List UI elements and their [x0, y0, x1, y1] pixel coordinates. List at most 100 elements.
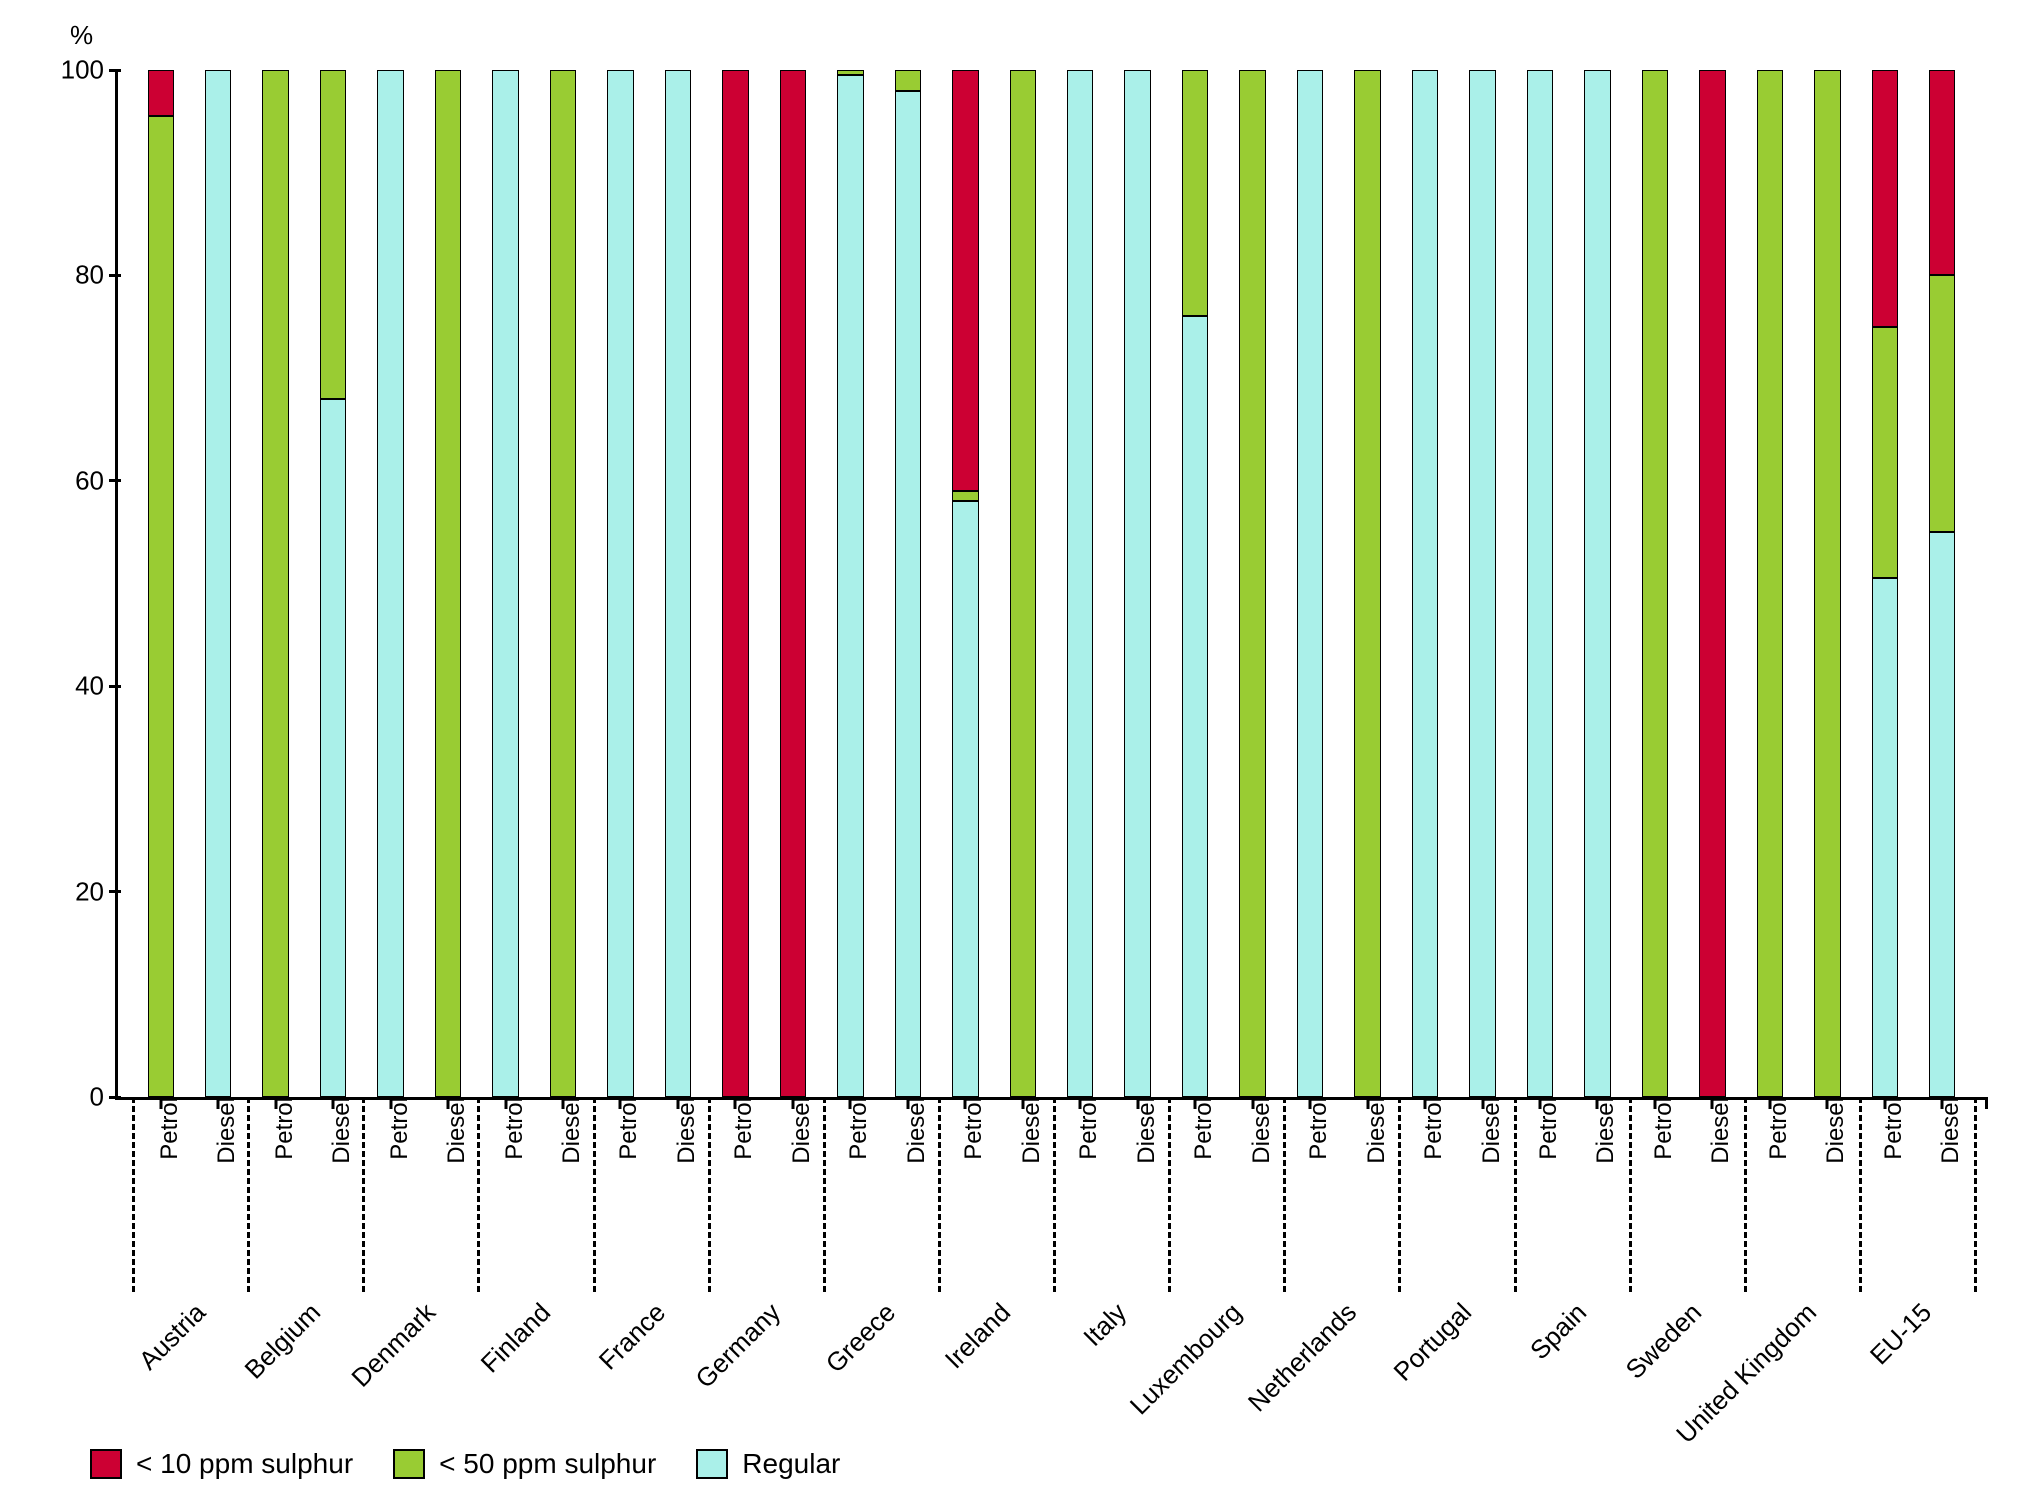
- group-divider: [1744, 1097, 1747, 1292]
- y-tick: 100: [61, 55, 118, 86]
- bar-segment-regular: [665, 70, 691, 1097]
- legend-swatch: [90, 1449, 122, 1479]
- country-label: Spain: [1524, 1297, 1593, 1366]
- y-tick: 60: [75, 465, 118, 496]
- bar-diesel: [665, 70, 691, 1097]
- legend-swatch: [696, 1449, 728, 1479]
- fuel-label: Diesel: [1000, 1097, 1046, 1164]
- y-tick: 0: [90, 1082, 118, 1113]
- bar-slot: Petrol: [1511, 70, 1568, 1097]
- bar-segment-regular: [837, 75, 863, 1097]
- bar-diesel: [1929, 70, 1955, 1097]
- bar-segment-regular: [1412, 70, 1438, 1097]
- bar-segment-lt50: [1239, 70, 1265, 1097]
- group-divider: [1514, 1097, 1517, 1292]
- y-tick: 80: [75, 260, 118, 291]
- bar-slot: Petrol: [1396, 70, 1453, 1097]
- group-divider: [1629, 1097, 1632, 1292]
- fuel-label: Petrol: [1862, 1097, 1908, 1160]
- bar-segment-regular: [1527, 70, 1553, 1097]
- bar-segment-regular: [1124, 70, 1150, 1097]
- bar-segment-regular: [952, 501, 978, 1097]
- country-label: Austria: [132, 1297, 211, 1376]
- fuel-label: Diesel: [1919, 1097, 1965, 1164]
- fuel-label: Petrol: [483, 1097, 529, 1160]
- group-divider: [1283, 1097, 1286, 1292]
- bar-slot: Diesel: [1914, 70, 1971, 1097]
- group-divider: [823, 1097, 826, 1292]
- country-label: EU-15: [1864, 1297, 1938, 1371]
- bar-segment-lt10: [1929, 70, 1955, 275]
- country-label: Greece: [820, 1297, 902, 1379]
- bar-segment-lt50: [952, 491, 978, 501]
- legend-item: < 50 ppm sulphur: [393, 1448, 656, 1480]
- fuel-label: Diesel: [1460, 1097, 1506, 1164]
- bar-petrol: [262, 70, 288, 1097]
- group-divider: [477, 1097, 480, 1292]
- country-label: Denmark: [345, 1297, 442, 1394]
- bar-segment-lt50: [550, 70, 576, 1097]
- bar-segment-regular: [1297, 70, 1323, 1097]
- bar-petrol: [1067, 70, 1093, 1097]
- fuel-label: Petrol: [712, 1097, 758, 1160]
- bar-segment-lt50: [1872, 327, 1898, 579]
- fuel-label: Petrol: [1287, 1097, 1333, 1160]
- bar-segment-regular: [1872, 578, 1898, 1097]
- country-label: France: [593, 1297, 672, 1376]
- bar-slot: Diesel: [1224, 70, 1281, 1097]
- fuel-label: Diesel: [1574, 1097, 1620, 1164]
- bar-petrol: [377, 70, 403, 1097]
- bar-diesel: [1814, 70, 1840, 1097]
- fuel-label: Diesel: [425, 1097, 471, 1164]
- bar-diesel: [1354, 70, 1380, 1097]
- bar-segment-lt50: [1757, 70, 1783, 1097]
- bar-diesel: [550, 70, 576, 1097]
- bar-segment-lt50: [1182, 70, 1208, 316]
- bar-diesel: [780, 70, 806, 1097]
- group-divider: [362, 1097, 365, 1292]
- fuel-label: Diesel: [310, 1097, 356, 1164]
- bar-slot: Petrol: [477, 70, 534, 1097]
- y-tick: 40: [75, 671, 118, 702]
- country-label: Portugal: [1387, 1297, 1477, 1387]
- fuel-label: Petrol: [597, 1097, 643, 1160]
- bar-segment-regular: [1584, 70, 1610, 1097]
- group-divider: [1974, 1097, 1977, 1292]
- legend-item: < 10 ppm sulphur: [90, 1448, 353, 1480]
- country-label: Finland: [475, 1297, 557, 1379]
- group-divider: [593, 1097, 596, 1292]
- country-label: Netherlands: [1242, 1297, 1363, 1418]
- bar-segment-regular: [205, 70, 231, 1097]
- bar-segment-lt50: [148, 116, 174, 1097]
- bar-slot: Petrol: [707, 70, 764, 1097]
- bar-petrol: [1872, 70, 1898, 1097]
- bar-petrol: [722, 70, 748, 1097]
- bar-segment-lt50: [320, 70, 346, 399]
- fuel-label: Diesel: [540, 1097, 586, 1164]
- country-label: Germany: [690, 1297, 788, 1395]
- bar-slot: Petrol: [937, 70, 994, 1097]
- fuel-label: Petrol: [827, 1097, 873, 1160]
- fuel-label: Diesel: [770, 1097, 816, 1164]
- legend-item: Regular: [696, 1448, 840, 1480]
- fuel-label: Petrol: [1632, 1097, 1678, 1160]
- bar-diesel: [205, 70, 231, 1097]
- bar-petrol: [1527, 70, 1553, 1097]
- fuel-label: Diesel: [1804, 1097, 1850, 1164]
- fuel-label: Diesel: [1689, 1097, 1735, 1164]
- bar-slot: Diesel: [1339, 70, 1396, 1097]
- bar-slot: Diesel: [1684, 70, 1741, 1097]
- bar-diesel: [1699, 70, 1725, 1097]
- bar-slot: Diesel: [304, 70, 361, 1097]
- bar-diesel: [1584, 70, 1610, 1097]
- fuel-label: Petrol: [1057, 1097, 1103, 1160]
- bar-slot: Petrol: [1281, 70, 1338, 1097]
- bar-segment-lt50: [1642, 70, 1668, 1097]
- country-label: Belgium: [238, 1297, 326, 1385]
- fuel-label: Petrol: [1517, 1097, 1563, 1160]
- bar-slot: Petrol: [1856, 70, 1913, 1097]
- bar-segment-regular: [895, 91, 921, 1097]
- group-divider: [1859, 1097, 1862, 1292]
- group-divider: [708, 1097, 711, 1292]
- bar-petrol: [1182, 70, 1208, 1097]
